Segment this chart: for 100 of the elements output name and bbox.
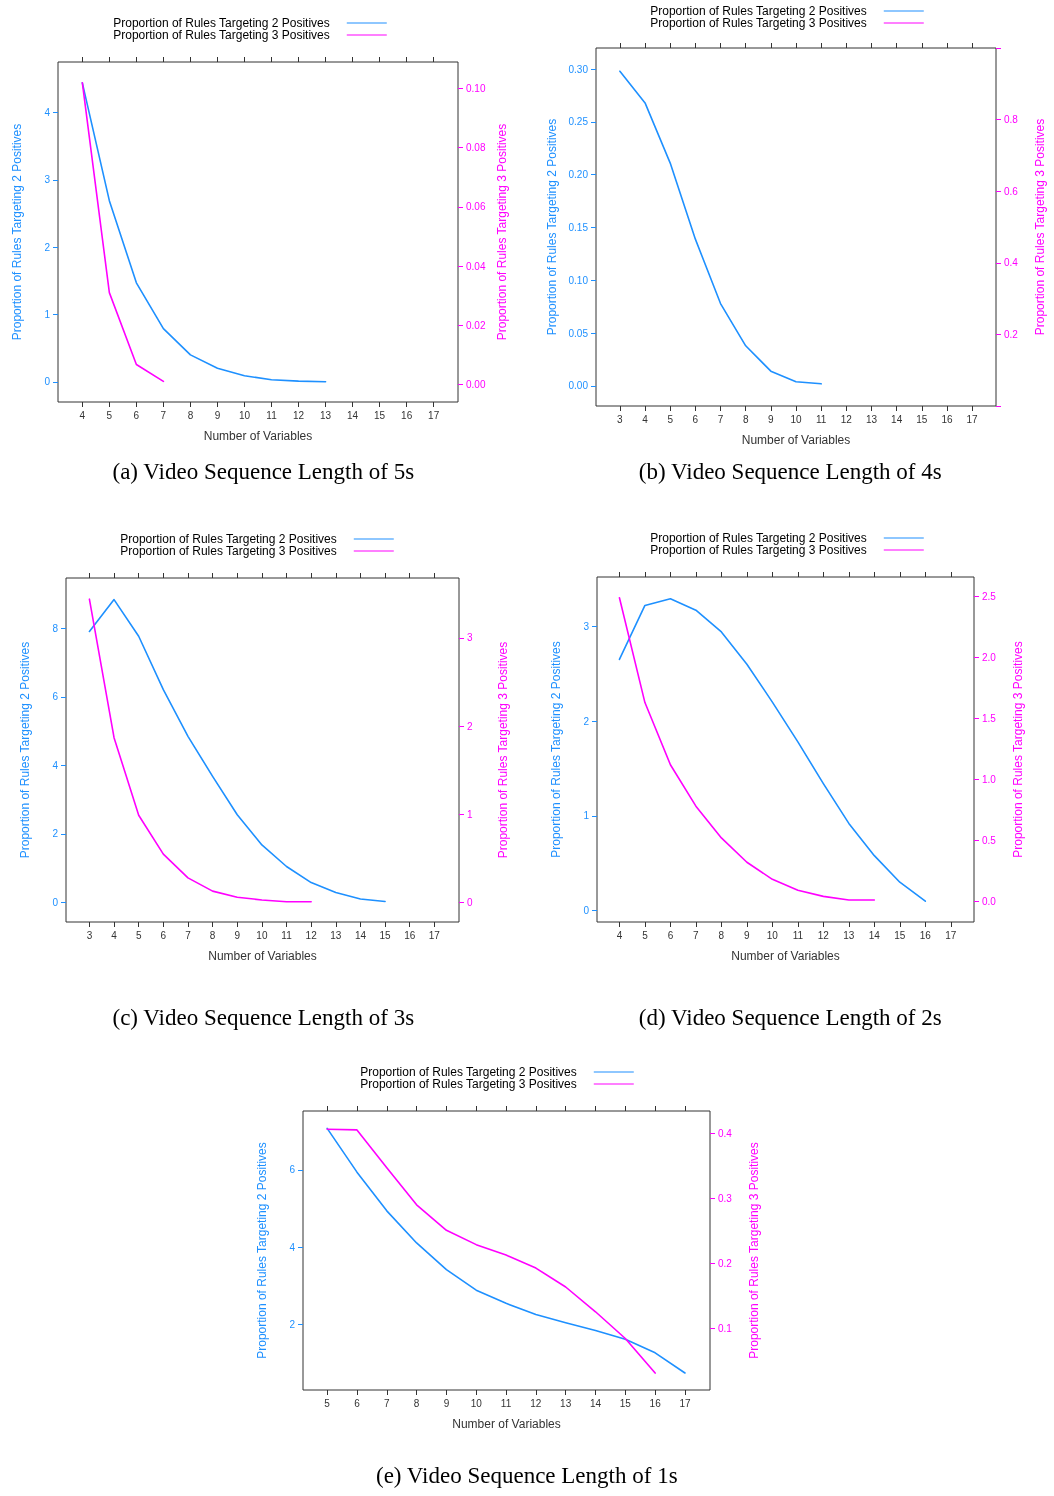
x-tick-label: 8	[187, 409, 194, 421]
x-tick-label: 9	[234, 929, 241, 941]
x-tick-label: 11	[792, 929, 804, 941]
x-tick-label: 12	[817, 929, 830, 941]
x-tick-label: 6	[692, 413, 699, 425]
y2-tick-label: 3	[467, 632, 473, 644]
y-axis-title: Proportion of Rules Targeting 2 Positives	[18, 641, 32, 859]
x-tick-label: 16	[649, 1397, 662, 1409]
y2-tick-label: 0.2	[718, 1258, 733, 1270]
y-tick-label: 4	[289, 1241, 296, 1253]
y2-tick-label: 0.4	[718, 1127, 733, 1139]
x-tick-label: 17	[679, 1397, 691, 1409]
y2-axis-title: Proportion of Rules Targeting 3 Positives	[495, 123, 510, 341]
x-tick-label: 11	[266, 409, 278, 421]
x-tick-label: 14	[891, 413, 903, 425]
x-tick-label: 17	[966, 413, 979, 425]
x-tick-label: 8	[718, 929, 725, 941]
y2-tick-label: 0.4	[1004, 257, 1019, 269]
x-tick-label: 13	[330, 929, 342, 941]
x-tick-label: 7	[717, 413, 724, 425]
x-axis-title: Number of Variables	[741, 433, 851, 447]
y-tick-label: 6	[52, 691, 59, 703]
x-tick-label: 5	[324, 1397, 331, 1409]
y2-tick-label: 0.1	[718, 1323, 733, 1335]
x-tick-label: 16	[404, 929, 416, 941]
legend-label: Proportion of Rules Targeting 2 Positives	[120, 532, 337, 546]
y2-axis-title: Proportion of Rules Targeting 3 Positives	[1011, 641, 1025, 858]
x-tick-label: 9	[214, 409, 221, 421]
x-tick-label: 10	[470, 1397, 483, 1409]
x-tick-label: 15	[619, 1397, 632, 1409]
y2-tick-label: 0.04	[466, 260, 486, 272]
x-tick-label: 11	[500, 1397, 512, 1409]
line-series	[88, 598, 386, 903]
y2-axis-title: Proportion of Rules Targeting 3 Positives	[747, 1142, 761, 1359]
legend-label: Proportion of Rules Targeting 2 Positives	[113, 16, 330, 30]
text: (a) Video Sequence Length of 5s	[112, 459, 415, 484]
y-tick-label: 2	[44, 241, 51, 253]
x-tick-label: 9	[443, 1397, 450, 1409]
y2-tick-label: 2.0	[982, 651, 997, 663]
x-tick-label: 5	[106, 409, 113, 421]
y-axis-title: Proportion of Rules Targeting 2 Positives	[255, 1142, 269, 1359]
y2-tick-label: 1.5	[982, 712, 997, 724]
x-tick-label: 7	[185, 929, 192, 941]
x-tick-label: 16	[941, 413, 953, 425]
y-tick-label: 1	[44, 308, 51, 320]
y2-tick-label: 0.06	[466, 201, 486, 213]
x-tick-label: 10	[790, 413, 802, 425]
x-tick-label: 6	[133, 409, 140, 421]
y-tick-label: 8	[52, 622, 59, 634]
x-tick-label: 7	[693, 929, 700, 941]
y-tick-label: 3	[583, 620, 590, 632]
x-tick-label: 7	[160, 409, 167, 421]
x-tick-label: 13	[560, 1397, 572, 1409]
x-tick-label: 15	[894, 929, 906, 941]
x-axis-title: Number of Variables	[452, 1417, 561, 1431]
x-tick-label: 4	[616, 929, 623, 941]
y-tick-label: 0.05	[568, 327, 589, 339]
x-tick-label: 10	[256, 929, 268, 941]
x-tick-label: 3	[617, 413, 624, 425]
x-tick-label: 12	[840, 413, 853, 425]
y2-tick-label: 0.10	[466, 83, 486, 95]
legend-label: Proportion of Rules Targeting 2 Positives	[650, 531, 867, 545]
x-tick-label: 13	[320, 409, 332, 421]
text: (e) Video Sequence Length of 1s	[376, 1463, 678, 1488]
line-series	[618, 598, 927, 902]
y-tick-label: 0.25	[568, 116, 589, 128]
x-tick-label: 8	[413, 1397, 420, 1409]
x-tick-label: 14	[354, 929, 367, 941]
x-tick-label: 3	[86, 929, 93, 941]
x-tick-label: 15	[916, 413, 928, 425]
y2-tick-label: 0.00	[466, 378, 486, 390]
y2-tick-label: 2.5	[982, 591, 997, 603]
y2-tick-label: 2	[467, 720, 473, 732]
x-tick-label: 6	[667, 929, 674, 941]
x-tick-label: 11	[281, 929, 293, 941]
y2-axis-title: Proportion of Rules Targeting 3 Positives	[496, 641, 510, 859]
y-tick-label: 1	[583, 810, 590, 822]
x-tick-label: 5	[135, 929, 142, 941]
y2-tick-label: 0.0	[982, 895, 997, 907]
x-tick-label: 15	[374, 409, 386, 421]
x-tick-label: 14	[347, 409, 359, 421]
x-tick-label: 8	[209, 929, 216, 941]
y2-tick-label: 0	[467, 897, 473, 909]
x-axis-title: Number of Variables	[208, 949, 317, 963]
legend-label: Proportion of Rules Targeting 3 Positives	[113, 28, 330, 42]
x-tick-label: 4	[79, 409, 86, 421]
x-tick-label: 13	[843, 929, 855, 941]
x-tick-label: 14	[589, 1397, 602, 1409]
x-tick-label: 9	[768, 413, 775, 425]
text: (b) Video Sequence Length of 4s	[638, 459, 942, 484]
x-axis-title: Number of Variables	[203, 429, 313, 443]
x-tick-label: 6	[160, 929, 167, 941]
x-tick-label: 15	[379, 929, 392, 941]
x-tick-label: 7	[384, 1397, 390, 1409]
legend-label: Proportion of Rules Targeting 3 Positives	[650, 16, 867, 30]
line-series	[618, 596, 876, 901]
x-tick-label: 14	[868, 929, 881, 941]
x-tick-label: 10	[766, 929, 779, 941]
x-axis-title: Number of Variables	[731, 949, 840, 963]
x-tick-label: 9	[744, 929, 751, 941]
